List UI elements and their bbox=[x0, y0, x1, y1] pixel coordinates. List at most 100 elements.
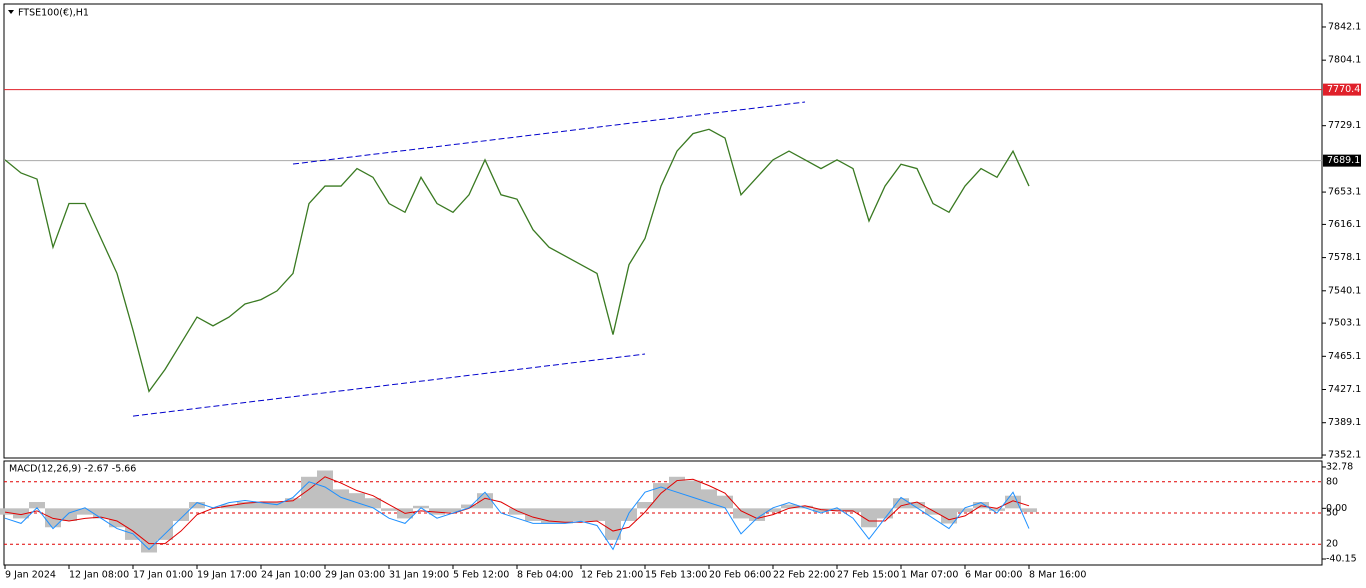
x-tick-label: 27 Feb 15:00 bbox=[837, 570, 899, 581]
macd-bar bbox=[253, 502, 269, 509]
macd-bar bbox=[925, 508, 941, 515]
macd-bar bbox=[77, 508, 93, 515]
macd-bar bbox=[173, 508, 189, 521]
macd-title: MACD(12,26,9) -2.67 -5.66 bbox=[9, 464, 136, 475]
x-tick-label: 5 Feb 12:00 bbox=[453, 570, 509, 581]
macd-bar bbox=[237, 502, 253, 509]
main-panel bbox=[3, 3, 1323, 459]
macd-bar bbox=[365, 498, 381, 509]
macd-bar bbox=[13, 508, 29, 519]
y-tick-label: 0.00 bbox=[1326, 503, 1347, 514]
macd-bar bbox=[765, 508, 781, 513]
y-tick-label: 7616.1 bbox=[1328, 219, 1361, 230]
macd-line bbox=[4, 476, 1030, 545]
macd-line bbox=[4, 481, 1030, 551]
macd-bar bbox=[301, 476, 317, 509]
y2-tick-label: 20 bbox=[1326, 539, 1338, 550]
x-tick-label: 17 Jan 01:00 bbox=[133, 570, 193, 581]
y-tick-label: 7465.1 bbox=[1328, 351, 1361, 362]
macd-bar bbox=[589, 508, 605, 521]
macd-bar bbox=[109, 508, 125, 528]
macd-bar bbox=[189, 502, 205, 509]
macd-bar bbox=[29, 502, 45, 509]
macd-bar bbox=[717, 495, 733, 509]
macd-bar bbox=[781, 504, 797, 509]
x-tick-label: 22 Feb 22:00 bbox=[773, 570, 835, 581]
x-tick-label: 1 Mar 07:00 bbox=[901, 570, 958, 581]
macd-bar bbox=[477, 493, 493, 509]
title-arrow bbox=[8, 10, 14, 14]
macd-bar bbox=[413, 505, 429, 509]
macd-bar bbox=[141, 508, 157, 553]
macd-bar bbox=[445, 508, 461, 513]
y-tick-label: 7578.1 bbox=[1328, 252, 1361, 263]
macd-bar bbox=[877, 508, 893, 519]
macd-bar bbox=[621, 508, 637, 521]
macd-bar bbox=[813, 508, 829, 513]
macd-bar bbox=[93, 508, 109, 519]
macd-bar bbox=[909, 502, 925, 509]
macd-bar bbox=[0, 508, 13, 515]
macd-bar bbox=[733, 508, 749, 519]
y2-tick-label: 80 bbox=[1326, 476, 1338, 487]
x-tick-label: 12 Jan 08:00 bbox=[69, 570, 129, 581]
macd-bar bbox=[861, 508, 877, 528]
macd-bar bbox=[221, 504, 237, 509]
x-tick-label: 29 Jan 03:00 bbox=[325, 570, 385, 581]
macd-bar bbox=[989, 508, 1005, 511]
macd-bar bbox=[557, 508, 573, 524]
macd-bar bbox=[957, 508, 973, 513]
y-tick-label: -40.15 bbox=[1326, 554, 1357, 565]
price-label: 7689.1 bbox=[1327, 155, 1360, 166]
chart-title: FTSE100(€),H1 bbox=[18, 8, 89, 19]
x-tick-label: 6 Mar 00:00 bbox=[965, 570, 1022, 581]
price-label-box bbox=[1323, 154, 1361, 167]
macd-bar bbox=[461, 504, 477, 509]
y-tick-label: 7352.1 bbox=[1328, 450, 1361, 461]
macd-bar bbox=[1021, 508, 1037, 513]
y-tick-label: 7540.1 bbox=[1328, 285, 1361, 296]
macd-bar bbox=[45, 508, 61, 528]
x-tick-label: 8 Feb 04:00 bbox=[517, 570, 573, 581]
x-tick-label: 31 Jan 19:00 bbox=[389, 570, 449, 581]
y-tick-label: 7427.1 bbox=[1328, 384, 1361, 395]
y-tick-label: 7729.1 bbox=[1328, 120, 1361, 131]
y-tick-label: 7653.1 bbox=[1328, 187, 1361, 198]
macd-bar bbox=[845, 508, 861, 513]
x-tick-label: 20 Feb 06:00 bbox=[709, 570, 771, 581]
x-tick-label: 24 Jan 10:00 bbox=[261, 570, 321, 581]
price-label-box bbox=[1323, 83, 1361, 96]
macd-bar bbox=[893, 498, 909, 509]
y-tick-label: 7389.1 bbox=[1328, 417, 1361, 428]
macd-bar bbox=[605, 508, 621, 540]
macd-bar bbox=[317, 470, 333, 509]
price-label: 7770.4 bbox=[1327, 84, 1360, 95]
macd-bar bbox=[157, 508, 173, 540]
trendline bbox=[132, 353, 646, 417]
y-tick-label: 7842.1 bbox=[1328, 21, 1361, 32]
macd-bar bbox=[701, 489, 717, 509]
trendline bbox=[292, 101, 806, 165]
x-tick-label: 15 Feb 13:00 bbox=[645, 570, 707, 581]
y2-tick-label: 50 bbox=[1326, 508, 1338, 519]
macd-bar bbox=[797, 505, 813, 509]
macd-bar bbox=[349, 493, 365, 509]
y-tick-label: 32.78 bbox=[1326, 461, 1353, 472]
macd-bar bbox=[381, 508, 397, 511]
macd-bar bbox=[429, 508, 445, 515]
macd-bar bbox=[1005, 495, 1021, 509]
macd-bar bbox=[973, 502, 989, 509]
y-tick-label: 7503.1 bbox=[1328, 318, 1361, 329]
price-line bbox=[4, 128, 1030, 393]
x-tick-label: 8 Mar 16:00 bbox=[1029, 570, 1086, 581]
macd-bar bbox=[285, 498, 301, 509]
macd-bar bbox=[829, 508, 845, 511]
macd-bar bbox=[685, 480, 701, 509]
macd-bar bbox=[637, 502, 653, 509]
macd-bar bbox=[941, 508, 957, 524]
x-tick-label: 9 Jan 2024 bbox=[5, 570, 56, 581]
macd-bar bbox=[573, 508, 589, 521]
macd-bar bbox=[509, 508, 525, 515]
macd-bar bbox=[333, 489, 349, 509]
